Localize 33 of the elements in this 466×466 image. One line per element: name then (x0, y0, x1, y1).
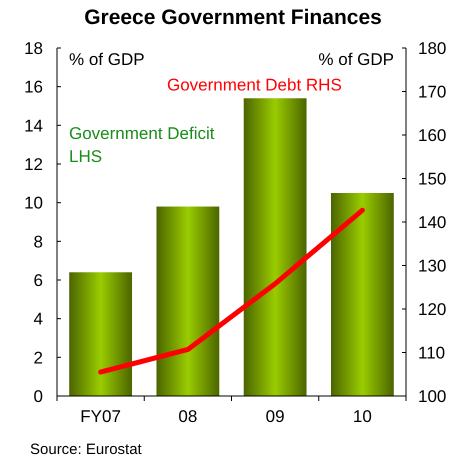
x-tick-label: 09 (266, 407, 285, 426)
y-tick-label: 18 (24, 38, 43, 58)
series-label: Government Deficit LHS (69, 124, 215, 166)
y-tick-label: 16 (24, 78, 43, 97)
y-tick-label: 0 (34, 386, 43, 406)
y2-tick-label: 160 (418, 126, 446, 145)
y2-axis-title: % of GDP (318, 50, 394, 69)
y-axis-title: % of GDP (69, 50, 145, 69)
y2-tick-label: 140 (418, 212, 446, 232)
y-tick-label: 10 (24, 194, 43, 213)
y-tick-label: 4 (34, 310, 43, 329)
y-tick-label: 14 (24, 116, 43, 136)
bar (156, 206, 220, 396)
y2-tick-label: 110 (418, 343, 446, 362)
x-tick-label: 08 (178, 407, 198, 426)
y-tick-label: 12 (24, 154, 43, 174)
x-tick-label: 10 (352, 407, 372, 426)
x-tick-label: FY07 (80, 407, 121, 426)
y2-tick-label: 100 (418, 386, 446, 406)
y-tick-label: 6 (34, 270, 43, 290)
y2-tick-label: 130 (418, 256, 446, 276)
y2-tick-label: 120 (418, 300, 446, 319)
y2-tick-label: 170 (418, 82, 446, 102)
y2-tick-label: 180 (418, 38, 446, 58)
text: Government Debt RHS (167, 76, 342, 95)
y2-tick-label: 150 (418, 169, 446, 188)
chart-title: Greece Government Finances (84, 6, 382, 29)
bar (69, 272, 132, 396)
source-note: Source: Eurostat (30, 441, 143, 458)
y-tick-label: 8 (34, 232, 43, 252)
bar (244, 98, 307, 396)
bar (330, 193, 394, 396)
y-tick-label: 2 (34, 348, 43, 368)
